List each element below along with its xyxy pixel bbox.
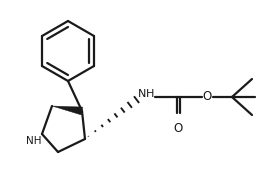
Polygon shape xyxy=(52,106,83,115)
Text: H: H xyxy=(146,89,154,99)
Text: NH: NH xyxy=(26,136,42,146)
Text: N: N xyxy=(138,89,146,99)
Text: O: O xyxy=(202,89,212,102)
Text: O: O xyxy=(174,122,183,135)
